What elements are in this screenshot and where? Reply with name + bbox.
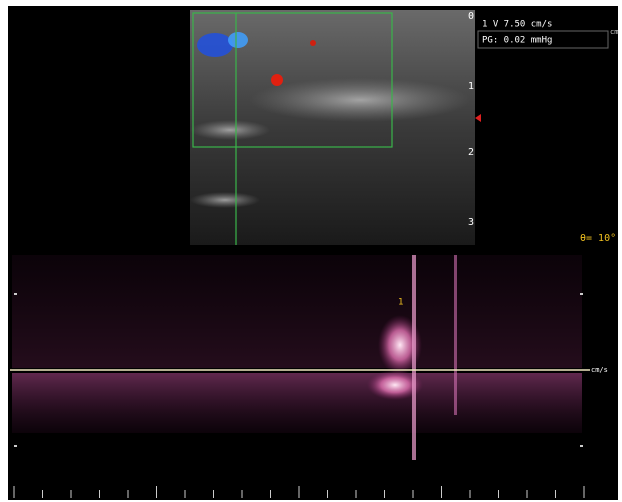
depth-label: 3 bbox=[468, 217, 474, 228]
spectrum-noise bbox=[12, 373, 582, 433]
depth-label: 1 bbox=[468, 81, 474, 92]
velocity-tick bbox=[580, 293, 583, 295]
velocity-tick bbox=[14, 293, 17, 295]
page: 0 1 2 3 1 V 7.50 cm/s PG: 0.02 mmHg cm θ… bbox=[0, 0, 622, 502]
spectrum-spike bbox=[412, 255, 416, 460]
color-flow bbox=[271, 74, 283, 86]
spectrum-noise bbox=[12, 255, 582, 368]
pressure-gradient: PG: 0.02 mmHg bbox=[482, 36, 552, 46]
cursor-label: 1 bbox=[398, 298, 403, 308]
velocity-scale: 1 V 7.50 cm/s bbox=[482, 20, 552, 30]
baseline-unit: cm/s bbox=[591, 366, 608, 374]
velocity-tick bbox=[580, 445, 583, 447]
tissue-band bbox=[250, 78, 470, 122]
color-flow bbox=[197, 33, 233, 57]
unit-cut: cm bbox=[610, 28, 618, 36]
tissue-band bbox=[190, 120, 270, 140]
tissue-band bbox=[190, 192, 260, 208]
angle-correction: θ= 10° bbox=[580, 233, 616, 244]
depth-label: 2 bbox=[468, 147, 474, 158]
depth-label: 0 bbox=[468, 11, 474, 22]
color-flow bbox=[228, 32, 248, 48]
color-flow bbox=[310, 40, 316, 46]
spectrum-spike bbox=[454, 255, 457, 415]
velocity-tick bbox=[14, 445, 17, 447]
ultrasound-screen: 0 1 2 3 1 V 7.50 cm/s PG: 0.02 mmHg cm θ… bbox=[0, 0, 622, 502]
